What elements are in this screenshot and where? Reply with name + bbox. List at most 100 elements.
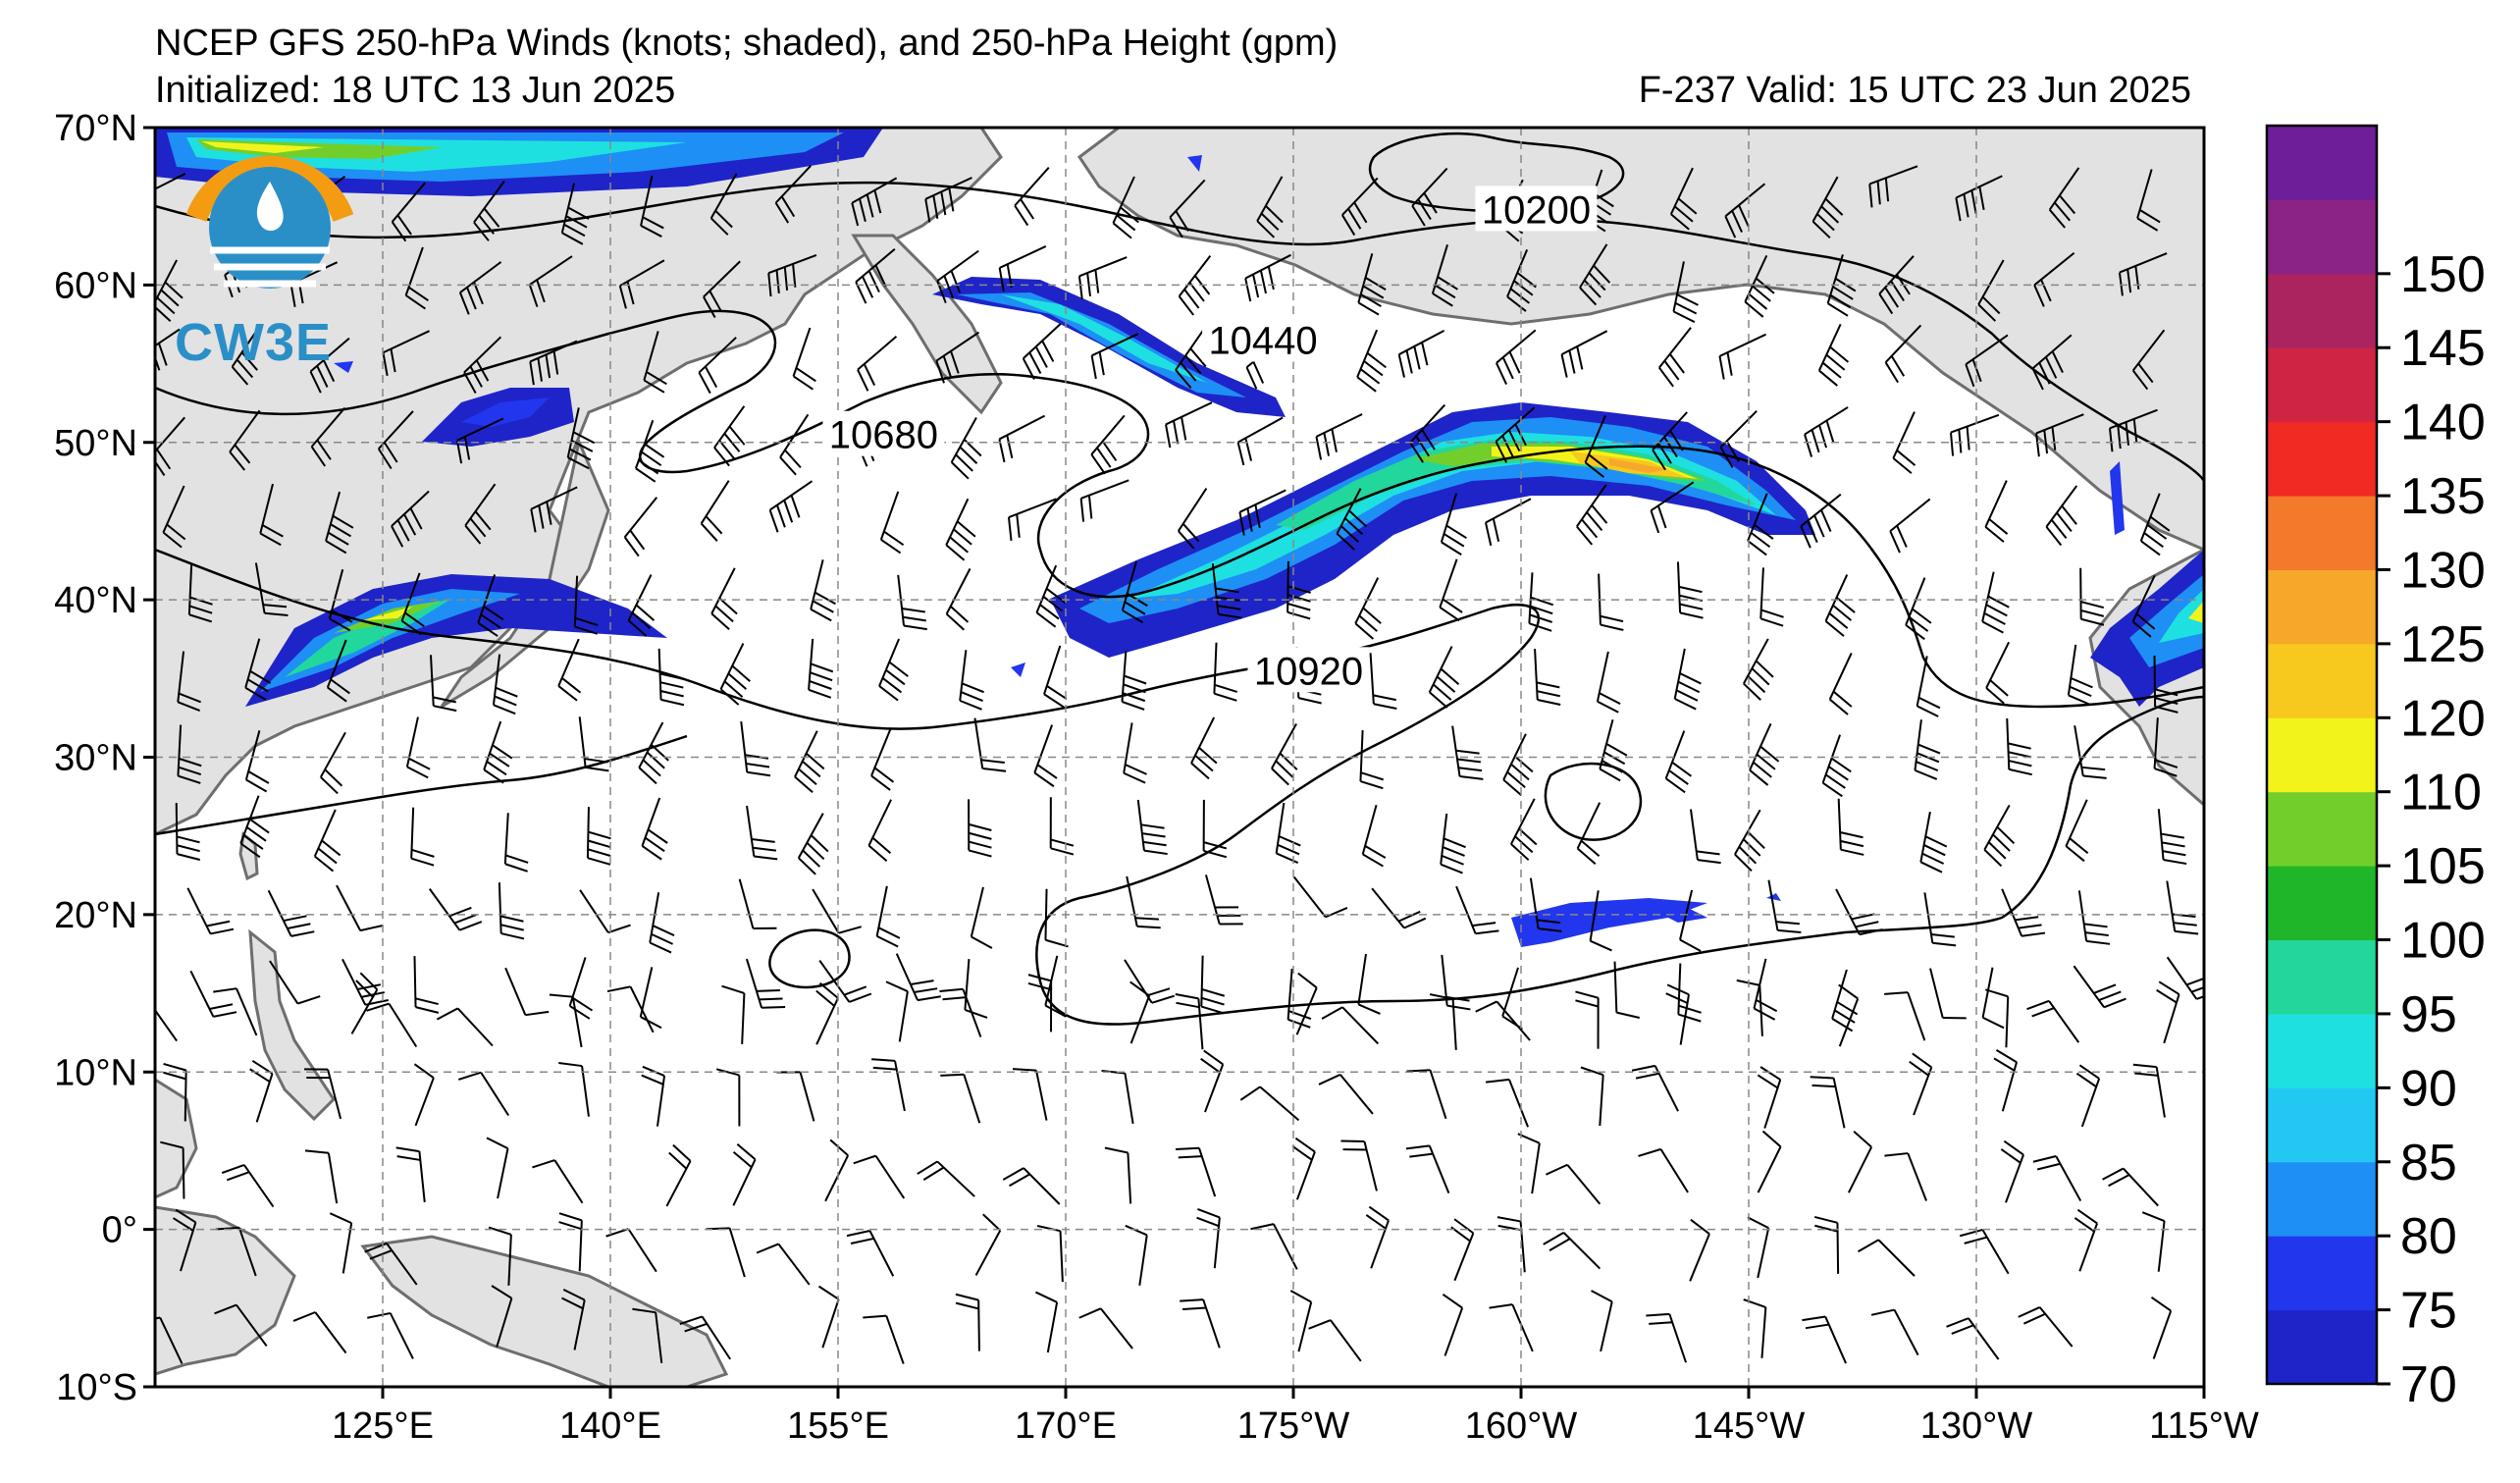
jet-sea-of-okhotsk: [422, 388, 574, 447]
colorbar-segment: [2267, 643, 2377, 718]
wind-barb: [560, 183, 590, 245]
wind-barb: [1669, 167, 1698, 231]
wind-barb: [1340, 1139, 1378, 1192]
wind-barb: [2139, 493, 2171, 556]
wind-barb: [1090, 333, 1139, 380]
wind-barb: [1486, 1078, 1530, 1128]
jet-west-pacific: [245, 574, 667, 707]
wind-barb: [382, 330, 430, 377]
contour-label-box: [822, 410, 945, 456]
wind-barb: [1800, 493, 1842, 549]
wind-barb: [959, 650, 984, 711]
wind-barb: [1689, 1218, 1710, 1282]
contour-10920: [155, 548, 2204, 1026]
wind-barb: [746, 805, 778, 861]
lat-tick-label: 0°: [102, 1210, 137, 1251]
wind-barb: [2074, 1208, 2099, 1272]
wind-barb: [623, 497, 658, 557]
wind-barb: [1202, 799, 1228, 859]
wind-barb: [1929, 968, 1967, 1020]
wind-barb: [2073, 965, 2126, 1009]
wind-barb: [1033, 724, 1058, 788]
wind-barb: [530, 486, 578, 533]
wind-barb: [1652, 411, 1688, 471]
wind-barb: [1291, 1137, 1316, 1200]
wind-barb: [1824, 574, 1856, 637]
wind-barb: [325, 491, 354, 555]
wind-barb: [292, 1311, 347, 1354]
colorbar-segment: [2267, 347, 2377, 423]
wind-barb: [2150, 1297, 2173, 1359]
lat-lon-grid: [155, 128, 2204, 1387]
wind-barb: [1870, 1308, 1919, 1356]
wind-barb: [939, 987, 982, 1037]
wind-barb: [1767, 879, 1802, 933]
wind-barb: [1165, 401, 1213, 449]
wind-barb: [405, 716, 431, 779]
wind-barb: [1204, 874, 1243, 926]
wind-barb: [1369, 653, 1397, 710]
wind-barb: [1868, 165, 1918, 208]
wind-barb: [768, 480, 814, 533]
wind-barb: [935, 331, 980, 384]
wind-barb: [1923, 892, 1957, 947]
wind-barb: [1451, 725, 1484, 780]
wind-barb: [413, 956, 440, 1014]
wind-barb: [578, 716, 609, 772]
wind-barb: [377, 410, 414, 470]
wind-barb: [2001, 888, 2046, 937]
wind-barb: [1318, 1073, 1374, 1115]
wind-barb: [1340, 177, 1379, 237]
wind-barb: [1078, 1307, 1133, 1350]
wind-barb: [2035, 413, 2084, 457]
wind-barb: [1315, 413, 1363, 460]
logo-waves: [210, 246, 330, 288]
wind-barb: [917, 1160, 975, 1197]
wind-barb: [1984, 988, 2010, 1048]
wind-barb: [1190, 716, 1218, 780]
wind-barb: [1125, 1224, 1148, 1286]
colorbar-segment: [2267, 199, 2377, 275]
wind-barb: [1884, 991, 1926, 1041]
wind-barb: [1677, 963, 1702, 1023]
wind-barb: [163, 1062, 187, 1122]
wind-barb: [1238, 489, 1286, 536]
wind-barb: [1485, 498, 1532, 547]
wind-barb: [1613, 961, 1640, 1019]
wind-barb: [817, 1285, 840, 1349]
wind-barb: [2166, 880, 2199, 935]
wind-barb: [968, 799, 992, 858]
wind-barb: [1804, 406, 1849, 457]
wind-barb: [709, 173, 738, 236]
wind-barb: [767, 254, 817, 297]
contour-label: 10680: [829, 414, 938, 457]
wind-barb: [1428, 646, 1460, 709]
lat-tick-label: 50°N: [54, 423, 137, 464]
wind-barb: [1828, 653, 1853, 715]
wind-barb: [955, 1293, 980, 1351]
wind-barb: [329, 1212, 353, 1274]
wind-barb: [719, 643, 751, 706]
wind-barb: [885, 980, 909, 1042]
wind-barb: [853, 1154, 906, 1199]
contour-label-box: [1247, 647, 1370, 693]
wind-barb: [549, 993, 583, 1048]
wind-barb: [457, 1071, 510, 1117]
jet-small-patches: [334, 155, 2125, 947]
wind-barb: [1905, 577, 1932, 641]
wind-barb: [313, 809, 341, 873]
wind-barb: [875, 885, 901, 948]
wind-barb: [488, 1226, 512, 1286]
wind-barb: [177, 651, 201, 712]
colorbar-tick-label: 90: [2400, 1060, 2457, 1117]
colorbar-segment: [2267, 717, 2377, 793]
wind-barb: [1718, 333, 1766, 380]
wind-barb: [1496, 329, 1537, 385]
wind-barb: [1858, 1239, 1916, 1277]
map-layers: [155, 128, 2204, 1387]
wind-barb: [1719, 410, 1758, 468]
wind-barb: [1981, 967, 2005, 1030]
lon-tick-label: 170°E: [1015, 1405, 1117, 1447]
wind-barb: [2045, 485, 2078, 547]
wind-barb: [1356, 329, 1387, 393]
